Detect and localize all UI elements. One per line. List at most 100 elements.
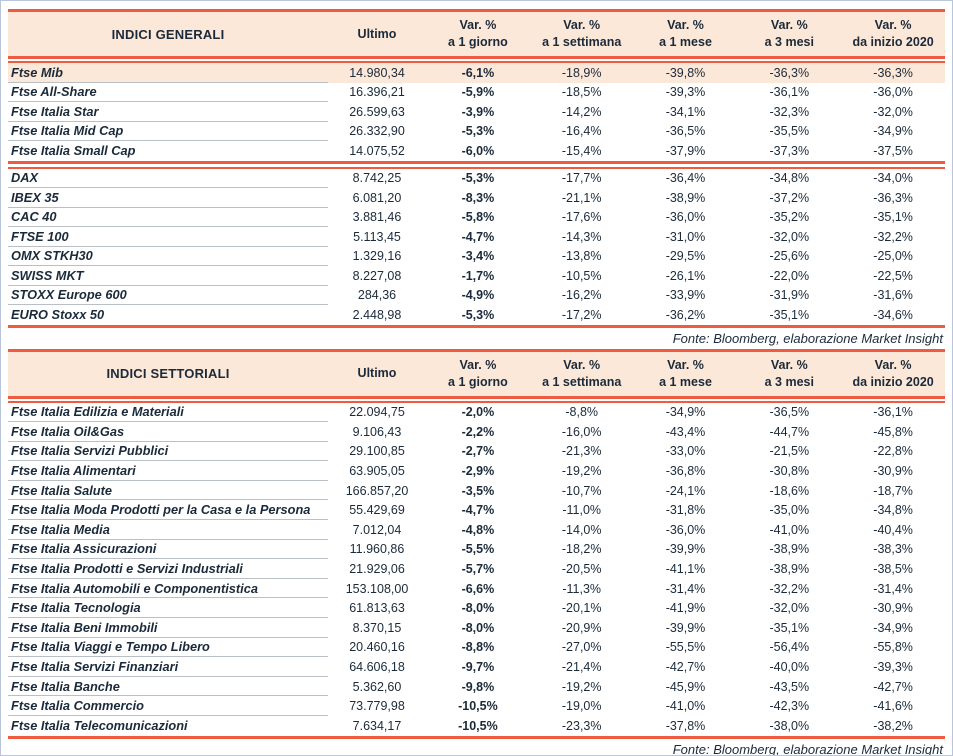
row-name: Ftse Italia Servizi Finanziari xyxy=(8,657,328,677)
cell-var-1d: -8,8% xyxy=(461,640,495,655)
row-name: SWISS MKT xyxy=(8,266,328,286)
cell-var-1m: -31,4% xyxy=(665,581,706,596)
row-name: OMX STKH30 xyxy=(8,247,328,266)
cell-var-1w: -14,3% xyxy=(561,229,602,244)
cell-var-1d: -8,0% xyxy=(461,620,495,635)
row-name: Ftse Italia Telecomunicazioni xyxy=(11,718,188,734)
cell-var-3m: -41,0% xyxy=(769,522,810,537)
cell-var-1m: -36,4% xyxy=(665,171,706,186)
cell-var-3m: -42,3% xyxy=(769,699,810,714)
cell-var-1m: -36,2% xyxy=(665,307,706,322)
cell-ultimo: 3.881,46 xyxy=(352,210,402,225)
cell-ultimo: 2.448,98 xyxy=(352,307,402,322)
table-row: Ftse Italia Star 26.599,63 -3,9% -14,2% -34,… xyxy=(8,102,945,122)
cell-var-ytd: -40,4% xyxy=(873,522,913,537)
row-name: Ftse Italia Alimentari xyxy=(8,461,328,481)
cell-var-ytd: -32,2% xyxy=(873,229,913,244)
cell-var-1m: -33,9% xyxy=(665,288,706,303)
cell-ultimo: 61.813,63 xyxy=(349,601,405,616)
cell-var-1d: -4,8% xyxy=(461,522,495,537)
cell-var-3m: -35,0% xyxy=(769,503,810,518)
cell-var-1w: -21,1% xyxy=(561,190,602,205)
cell-var-3m: -21,5% xyxy=(769,444,810,459)
table-row: Ftse Italia Telecomunicazioni 7.634,17 -10… xyxy=(8,716,945,736)
cell-var-3m: -37,3% xyxy=(769,143,810,158)
cell-var-1w: -19,2% xyxy=(561,464,602,479)
col-header-var-line1: Var. % xyxy=(874,18,912,32)
cell-var-1w: -16,4% xyxy=(561,124,602,139)
cell-var-1d: -5,3% xyxy=(461,307,495,322)
cell-var-ytd: -35,1% xyxy=(873,210,913,225)
cell-var-1m: -42,7% xyxy=(665,660,706,675)
cell-ultimo: 14.980,34 xyxy=(349,65,405,80)
cell-ultimo: 284,36 xyxy=(357,288,397,303)
cell-var-1w: -23,3% xyxy=(561,718,602,733)
cell-ultimo: 6.081,20 xyxy=(352,190,402,205)
source-note: Fonte: Bloomberg, elaborazione Market In… xyxy=(672,330,943,346)
cell-var-1w: -16,0% xyxy=(561,424,602,439)
row-name: Ftse Italia Commercio xyxy=(8,696,328,716)
row-name: IBEX 35 xyxy=(8,188,328,208)
row-name: Ftse Italia Banche xyxy=(8,677,328,697)
cell-var-3m: -37,2% xyxy=(769,190,810,205)
cell-var-ytd: -18,7% xyxy=(873,483,913,498)
cell-var-ytd: -36,3% xyxy=(873,190,913,205)
cell-var-1m: -41,0% xyxy=(665,699,706,714)
table-row: FTSE 100 5.113,45 -4,7% -14,3% -31,0% -32,0% -… xyxy=(8,227,945,247)
table-row: Ftse Italia Alimentari 63.905,05 -2,9% -19,… xyxy=(8,461,945,481)
cell-var-3m: -35,5% xyxy=(769,124,810,139)
col-header-var-line2: a 1 settimana xyxy=(542,374,622,389)
cell-var-3m: -22,0% xyxy=(769,268,810,283)
cell-var-3m: -44,7% xyxy=(769,424,810,439)
cell-var-3m: -36,3% xyxy=(769,65,810,80)
cell-var-1m: -37,8% xyxy=(665,718,706,733)
cell-var-1d: -3,4% xyxy=(461,249,495,264)
cell-var-1w: -20,9% xyxy=(561,620,602,635)
row-name: Ftse Italia Star xyxy=(8,102,328,122)
cell-var-1w: -19,2% xyxy=(561,679,602,694)
col-header-var-line2: a 3 mesi xyxy=(764,374,814,389)
col-header-var-line1: Var. % xyxy=(874,357,912,372)
cell-var-1w: -20,5% xyxy=(561,562,602,577)
col-header-var-line2: da inizio 2020 xyxy=(852,35,934,49)
cell-var-1m: -31,8% xyxy=(665,503,706,518)
cell-ultimo: 55.429,69 xyxy=(349,503,405,518)
cell-var-1w: -27,0% xyxy=(561,640,602,655)
col-header-ultimo: Ultimo xyxy=(357,26,397,41)
cell-var-1m: -36,0% xyxy=(665,210,706,225)
cell-var-ytd: -22,8% xyxy=(873,444,913,459)
cell-var-1w: -13,8% xyxy=(561,249,602,264)
col-header-var-2: Var. % a 1 mese xyxy=(634,352,738,396)
cell-ultimo: 16.396,21 xyxy=(349,85,405,100)
cell-var-ytd: -31,6% xyxy=(873,288,913,303)
col-header-var-line2: a 1 mese xyxy=(659,35,712,49)
cell-var-1d: -9,7% xyxy=(461,660,495,675)
cell-var-1d: -10,5% xyxy=(458,718,498,733)
cell-var-1d: -6,1% xyxy=(461,65,495,80)
cell-var-1d: -6,0% xyxy=(461,143,495,158)
cell-var-3m: -30,8% xyxy=(769,464,810,479)
cell-var-3m: -32,3% xyxy=(769,104,810,119)
col-header-var-3: Var. % a 3 mesi xyxy=(737,12,841,56)
cell-var-ytd: -36,0% xyxy=(873,85,913,100)
col-header-var-4: Var. % da inizio 2020 xyxy=(841,12,945,56)
table-row: Ftse Italia Banche 5.362,60 -9,8% -19,2% -45… xyxy=(8,677,945,697)
cell-var-1w: -17,2% xyxy=(561,307,602,322)
cell-var-1m: -34,9% xyxy=(665,405,706,420)
cell-ultimo: 1.329,16 xyxy=(352,249,402,264)
col-header-var-line1: Var. % xyxy=(459,18,497,32)
row-name: Ftse Italia Prodotti e Servizi Industria… xyxy=(8,559,328,579)
cell-ultimo: 21.929,06 xyxy=(349,562,405,577)
table-row: Ftse Italia Tecnologia 61.813,63 -8,0% -20,… xyxy=(8,598,945,619)
cell-ultimo: 22.094,75 xyxy=(349,405,405,420)
row-name: Ftse Italia Beni Immobili xyxy=(8,618,328,638)
table-row: Ftse Italia Oil&Gas 9.106,43 -2,2% -16,0% -4… xyxy=(8,422,945,442)
col-header-var-line2: a 1 mese xyxy=(659,374,712,389)
table-row: Ftse Italia Salute 166.857,20 -3,5% -10,7% -… xyxy=(8,481,945,501)
cell-var-1d: -5,8% xyxy=(461,210,495,225)
table-row: Ftse Italia Prodotti e Servizi Industria… xyxy=(8,559,945,579)
cell-ultimo: 20.460,16 xyxy=(349,640,405,655)
row-name: Ftse Mib xyxy=(8,63,328,83)
cell-var-1d: -4,7% xyxy=(461,229,495,244)
cell-ultimo: 7.634,17 xyxy=(352,718,402,733)
